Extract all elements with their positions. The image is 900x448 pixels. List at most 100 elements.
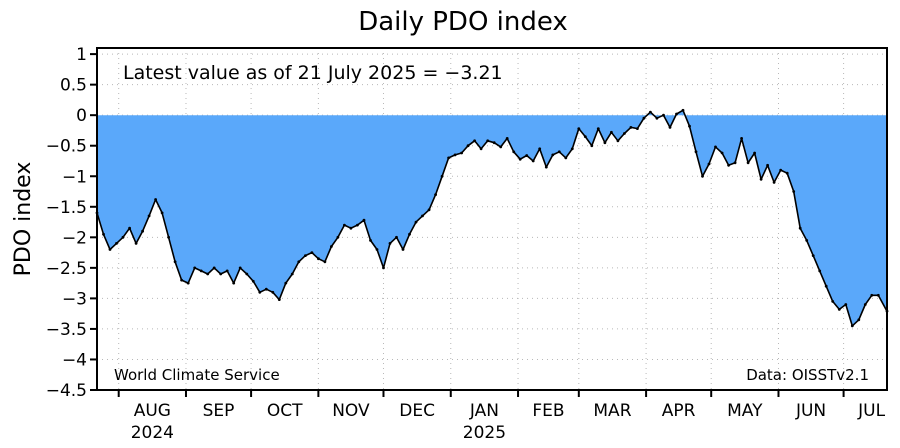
y-axis-label: PDO index <box>11 162 36 277</box>
data-point <box>460 151 463 155</box>
data-point <box>811 254 815 257</box>
data-point <box>733 161 737 165</box>
data-point <box>824 284 828 288</box>
data-point <box>473 139 476 143</box>
data-point <box>173 260 177 264</box>
data-point <box>857 318 861 322</box>
x-tick-label: OCT <box>267 401 303 421</box>
data-point <box>375 248 379 251</box>
data-point <box>688 124 691 128</box>
data-point <box>564 156 568 160</box>
data-point <box>121 235 125 239</box>
data-point <box>642 116 646 120</box>
data-point <box>434 193 437 197</box>
data-point <box>284 281 288 285</box>
data-point <box>251 279 255 283</box>
y-tick-label: −1 <box>62 167 87 187</box>
data-point <box>681 108 685 112</box>
data-point <box>505 137 509 140</box>
data-point <box>759 177 763 181</box>
data-point <box>277 298 281 301</box>
data-point <box>544 165 548 169</box>
data-point <box>167 235 171 239</box>
y-tick-label: −0.5 <box>46 137 87 157</box>
data-point <box>102 232 105 236</box>
data-point <box>447 156 450 160</box>
data-point <box>486 139 490 143</box>
data-point <box>570 147 574 151</box>
data-point <box>518 157 522 161</box>
latest-value-annotation: Latest value as of 21 July 2025 = −3.21 <box>123 62 503 84</box>
data-point <box>662 113 665 117</box>
plot-frame <box>96 47 888 391</box>
y-tick-label: −4 <box>62 350 87 370</box>
x-tick-label: JAN <box>469 401 499 421</box>
data-point <box>596 127 600 130</box>
data-point <box>603 141 607 145</box>
data-point <box>805 239 809 242</box>
data-point <box>766 163 769 167</box>
pdo-points <box>95 108 889 328</box>
x-tick-label: AUG <box>134 401 171 421</box>
data-point <box>199 269 203 273</box>
data-point <box>649 110 652 114</box>
data-point <box>837 308 841 311</box>
x-year-label: 2024 <box>131 423 174 443</box>
data-point <box>818 269 822 273</box>
data-point <box>531 159 535 163</box>
data-point <box>655 116 659 120</box>
x-tick-label: JUN <box>795 401 826 421</box>
data-point <box>707 162 711 166</box>
data-point <box>583 135 587 139</box>
data-point <box>636 127 639 130</box>
data-point <box>180 278 184 282</box>
data-point <box>264 287 268 291</box>
data-point <box>616 139 620 143</box>
data-point <box>714 145 717 149</box>
credit-world-climate-service: World Climate Service <box>114 366 280 384</box>
data-point <box>408 232 411 236</box>
y-tick-label: −2.5 <box>46 259 87 279</box>
data-point <box>876 293 880 297</box>
data-point <box>538 147 542 151</box>
data-point <box>154 198 158 201</box>
data-point <box>753 151 756 155</box>
data-point <box>128 226 132 230</box>
data-point <box>720 151 724 155</box>
data-point <box>479 147 483 151</box>
x-tick-label: MAY <box>727 401 763 421</box>
x-tick-label: SEP <box>203 401 235 421</box>
x-tick-label: DEC <box>399 401 435 421</box>
data-point <box>863 303 867 306</box>
data-point <box>310 251 314 255</box>
data-point <box>356 223 359 227</box>
y-tick-label: −3.5 <box>46 320 87 340</box>
data-point <box>629 126 633 129</box>
data-point <box>740 137 743 140</box>
data-point <box>499 145 503 149</box>
data-point <box>610 130 613 134</box>
data-point <box>395 235 398 239</box>
data-point <box>557 150 561 154</box>
data-point <box>414 220 418 224</box>
data-point <box>551 153 555 157</box>
data-point <box>850 324 854 328</box>
data-point <box>466 144 470 148</box>
data-point <box>290 272 294 276</box>
x-tick-label: NOV <box>332 401 370 421</box>
data-point <box>323 260 327 264</box>
x-tick-label: JUL <box>857 401 885 421</box>
data-point <box>336 235 340 239</box>
x-tick-label: FEB <box>532 401 564 421</box>
data-point <box>623 132 626 135</box>
data-point <box>727 163 730 167</box>
data-point <box>141 229 145 233</box>
data-point <box>219 272 223 276</box>
data-point <box>844 303 848 306</box>
data-point <box>779 168 783 172</box>
data-point <box>238 266 242 270</box>
y-axis-ticks: 1 0.5 0 −0.5 −1 −1.5 −2 −2.5 −3 −3.5 −4 −4.5 <box>46 45 97 401</box>
data-point <box>212 266 216 270</box>
